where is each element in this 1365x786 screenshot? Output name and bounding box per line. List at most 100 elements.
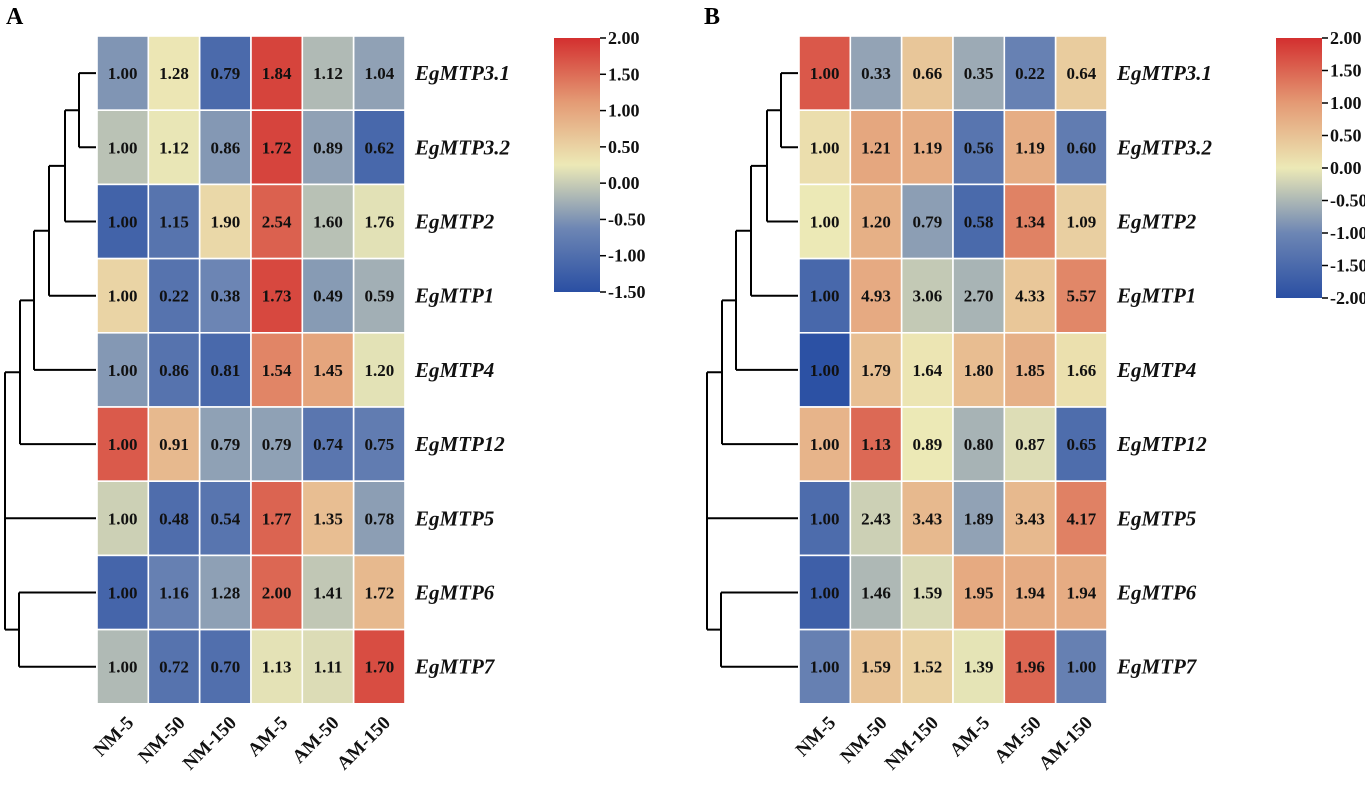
cell-value-label: 1.59 <box>861 658 891 677</box>
cell-value-label: 1.76 <box>364 213 394 232</box>
cell-value-label: 1.41 <box>313 584 343 603</box>
cell-value-label: 0.60 <box>1066 138 1096 157</box>
cell-value-label: 2.00 <box>262 584 292 603</box>
cell-value-label: 1.72 <box>364 584 394 603</box>
cell-value-label: 0.54 <box>210 509 240 528</box>
colorbar-tick-label: 0.50 <box>1330 126 1362 146</box>
cell-value-label: 1.00 <box>108 213 138 232</box>
heatmap-cell <box>301 257 355 334</box>
cell-value-label: 1.00 <box>1066 658 1096 677</box>
column-label: NM-150 <box>881 712 943 774</box>
cell-value-label: 0.64 <box>1066 64 1096 83</box>
column-label: AM-150 <box>333 712 395 774</box>
cell-value-label: 1.89 <box>964 509 994 528</box>
cell-value-label: 1.00 <box>810 509 840 528</box>
heatmap-cell <box>798 628 852 705</box>
heatmap-cell <box>250 480 304 557</box>
heatmap-cell <box>1003 257 1057 334</box>
heatmap-cell <box>301 331 355 408</box>
cell-value-label: 1.12 <box>159 138 189 157</box>
cell-value-label: 0.87 <box>1015 435 1045 454</box>
column-label: AM-5 <box>946 712 994 760</box>
cell-value-label: 0.66 <box>912 64 942 83</box>
row-label: EgMTP6 <box>414 581 495 605</box>
cell-value-label: 1.73 <box>262 287 292 306</box>
cell-value-label: 1.66 <box>1066 361 1096 380</box>
cell-value-label: 1.00 <box>108 435 138 454</box>
colorbar-tick-label: 1.00 <box>608 101 640 121</box>
cell-value-label: 1.19 <box>1015 138 1045 157</box>
cell-value-label: 1.96 <box>1015 658 1045 677</box>
heatmap-cell <box>352 183 406 260</box>
row-label: EgMTP1 <box>414 284 494 308</box>
heatmap-cell <box>352 480 406 557</box>
column-label: NM-5 <box>792 712 840 760</box>
row-label: EgMTP7 <box>414 655 496 679</box>
cell-value-label: 1.00 <box>108 509 138 528</box>
heatmap-cell <box>147 183 201 260</box>
heatmap-cell <box>96 35 150 111</box>
row-label: EgMTP4 <box>1116 358 1196 382</box>
cell-value-label: 1.20 <box>364 361 394 380</box>
cell-value-label: 1.15 <box>159 213 189 232</box>
cell-value-label: 1.04 <box>364 64 394 83</box>
cell-value-label: 4.17 <box>1066 509 1096 528</box>
cell-value-label: 0.74 <box>313 435 343 454</box>
heatmap-cell <box>352 257 406 334</box>
heatmap-cell <box>301 628 355 705</box>
cell-value-label: 0.79 <box>262 435 292 454</box>
colorbar-tick-label: -1.50 <box>608 282 646 302</box>
heatmap-cell <box>198 257 252 334</box>
cell-value-label: 0.80 <box>964 435 994 454</box>
heatmap-cell <box>198 554 252 631</box>
cell-value-label: 1.00 <box>108 138 138 157</box>
colorbar-tick-label: 1.50 <box>1330 61 1362 81</box>
cell-value-label: 1.16 <box>159 584 189 603</box>
heatmap-cell <box>952 480 1006 557</box>
row-label: EgMTP3.1 <box>414 61 510 85</box>
cell-value-label: 0.75 <box>364 435 394 454</box>
cell-value-label: 0.58 <box>964 213 994 232</box>
row-label: EgMTP3.2 <box>414 135 511 159</box>
heatmap-cell <box>952 109 1006 186</box>
row-label: EgMTP1 <box>1116 284 1196 308</box>
heatmap-cell <box>1054 257 1108 334</box>
cell-value-label: 1.13 <box>262 658 292 677</box>
heatmap-cell <box>849 406 903 482</box>
cell-value-label: 0.79 <box>912 213 942 232</box>
colorbar-tick-label: 2.00 <box>1330 28 1362 48</box>
cell-value-label: 1.20 <box>861 213 891 232</box>
heatmap-cell <box>849 480 903 557</box>
heatmap-cell <box>96 628 150 705</box>
cell-value-label: 1.77 <box>262 509 292 528</box>
cell-value-label: 1.00 <box>108 361 138 380</box>
heatmap-cell <box>1054 183 1108 260</box>
heatmap-cell <box>250 109 304 186</box>
row-label: EgMTP4 <box>414 358 494 382</box>
heatmap-cell <box>198 331 252 408</box>
heatmap-cell <box>798 554 852 631</box>
cell-value-label: 1.00 <box>810 138 840 157</box>
cell-value-label: 0.79 <box>210 435 240 454</box>
heatmap-cell <box>849 331 903 408</box>
row-label: EgMTP3.1 <box>1116 61 1212 85</box>
row-label: EgMTP5 <box>414 506 494 530</box>
heatmap-cell <box>952 628 1006 705</box>
dendrogram-branches <box>4 72 96 668</box>
colorbar-tick-label: -1.00 <box>1330 223 1365 243</box>
cell-value-label: 0.72 <box>159 658 189 677</box>
cell-value-label: 1.35 <box>313 509 343 528</box>
heatmap-cell <box>147 109 201 186</box>
cell-value-label: 0.86 <box>210 138 240 157</box>
cell-value-label: 0.89 <box>912 435 942 454</box>
colorbar-tick-label: 2.00 <box>608 28 640 48</box>
heatmap-cell <box>1054 35 1108 111</box>
cell-value-label: 1.85 <box>1015 361 1045 380</box>
cell-value-label: 0.79 <box>210 64 240 83</box>
cell-value-label: 1.00 <box>810 361 840 380</box>
heatmap-cell <box>952 554 1006 631</box>
heatmap-cell <box>352 109 406 186</box>
cell-value-label: 1.00 <box>810 658 840 677</box>
column-label: NM-150 <box>179 712 241 774</box>
